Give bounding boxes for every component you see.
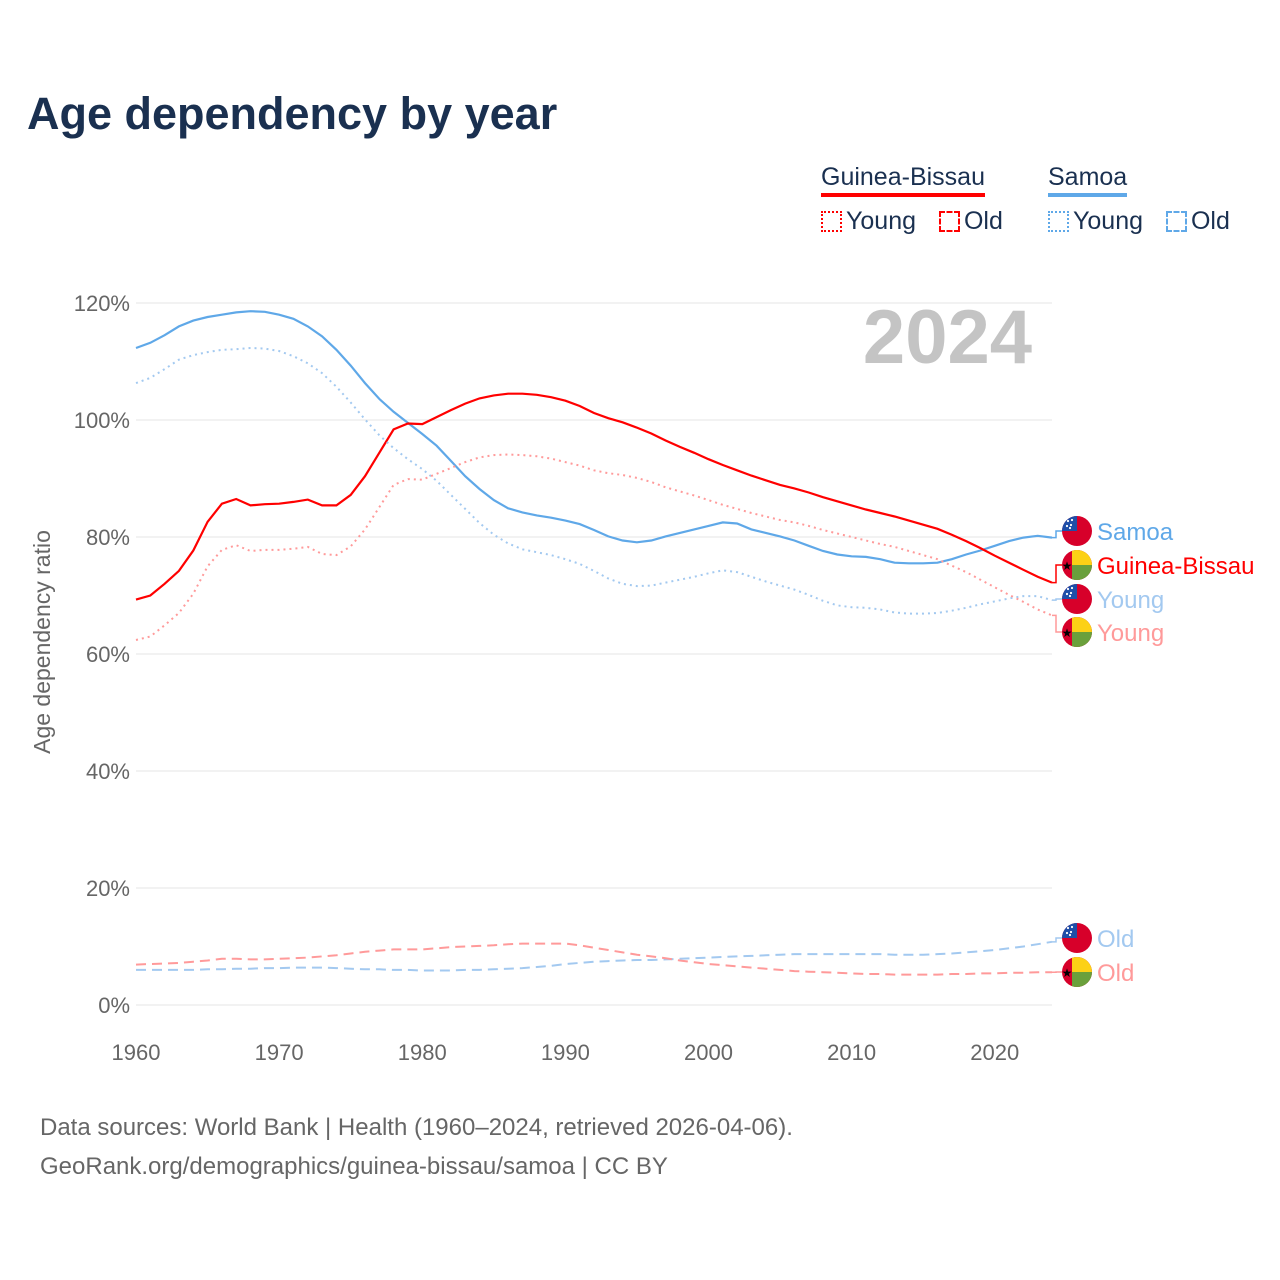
y-tick-label: 100% xyxy=(74,408,130,433)
legend-guinea-bissau: Guinea-Bissau Young Old xyxy=(821,163,1019,239)
guinea-bissau-flag-icon: ★ xyxy=(1062,550,1092,580)
legend-item-samoa-old[interactable]: Old xyxy=(1165,207,1230,236)
end-label-guinea-bissau-old: Old xyxy=(1097,960,1134,987)
svg-text:★: ★ xyxy=(1062,966,1073,980)
legend-label: Old xyxy=(963,207,1003,235)
label-connector xyxy=(1052,614,1062,633)
chart-title: Age dependency by year xyxy=(27,88,558,139)
y-tick-label: 60% xyxy=(86,642,130,667)
dashed-swatch-icon xyxy=(1165,211,1187,232)
x-tick-label: 1990 xyxy=(541,1040,590,1065)
end-label-samoa-young: Young xyxy=(1097,587,1164,614)
end-label-guinea-bissau: Guinea-Bissau xyxy=(1097,553,1254,580)
samoa-flag-icon xyxy=(1062,923,1092,953)
y-tick-label: 120% xyxy=(74,291,130,316)
legend-item-guinea-bissau-young[interactable]: Young xyxy=(821,207,916,236)
x-tick-label: 2010 xyxy=(827,1040,876,1065)
series-line-samoa-young[interactable] xyxy=(135,346,1053,615)
x-tick-label: 1970 xyxy=(255,1040,304,1065)
dashed-swatch-icon xyxy=(938,211,960,232)
legend-label: Young xyxy=(846,207,916,235)
samoa-flag-icon xyxy=(1062,584,1092,614)
series-line-guinea-bissau-old[interactable] xyxy=(135,942,1052,976)
y-tick-label: 0% xyxy=(98,993,130,1018)
x-tick-label: 1960 xyxy=(112,1040,161,1065)
year-watermark: 2024 xyxy=(863,295,1032,380)
legend-label: Young xyxy=(1073,207,1143,235)
dotted-swatch-icon xyxy=(821,211,842,232)
dotted-swatch-icon xyxy=(1048,211,1069,232)
label-connector xyxy=(1052,937,1062,943)
x-tick-label: 1980 xyxy=(398,1040,447,1065)
series-line-guinea-bissau-young[interactable] xyxy=(135,453,1053,641)
source-line-1: Data sources: World Bank | Health (1960–… xyxy=(40,1114,793,1141)
y-tick-label: 40% xyxy=(86,759,130,784)
legend-country-samoa[interactable]: Samoa xyxy=(1048,163,1128,197)
legend-item-samoa-young[interactable]: Young xyxy=(1048,207,1143,236)
source-note: Data sources: World Bank | Health (1960–… xyxy=(40,1108,793,1186)
series-line-guinea-bissau[interactable] xyxy=(135,392,1053,601)
svg-text:★: ★ xyxy=(1062,559,1073,573)
y-tick-label: 80% xyxy=(86,525,130,550)
label-connector xyxy=(1052,564,1062,584)
y-axis-label: Age dependency ratio xyxy=(29,530,55,754)
source-line-2[interactable]: GeoRank.org/demographics/guinea-bissau/s… xyxy=(40,1153,668,1180)
legend-country-guinea-bissau[interactable]: Guinea-Bissau xyxy=(821,163,985,197)
series-line-samoa-old[interactable] xyxy=(136,940,1053,972)
label-connector xyxy=(1052,530,1062,539)
svg-text:★: ★ xyxy=(1062,626,1073,640)
label-connector xyxy=(1052,598,1062,601)
samoa-flag-icon xyxy=(1062,516,1092,546)
legend-samoa: Samoa Young Old xyxy=(1048,163,1230,239)
guinea-bissau-flag-icon: ★ xyxy=(1062,617,1092,647)
guinea-bissau-flag-icon: ★ xyxy=(1062,957,1092,987)
legend-label: Old xyxy=(1190,207,1230,235)
x-tick-label: 2000 xyxy=(684,1040,733,1065)
legend-item-guinea-bissau-old[interactable]: Old xyxy=(938,207,1003,236)
series-line-samoa[interactable] xyxy=(135,310,1053,565)
y-tick-label: 20% xyxy=(86,876,130,901)
end-label-guinea-bissau-young: Young xyxy=(1097,620,1164,647)
end-label-samoa: Samoa xyxy=(1097,519,1174,546)
x-tick-label: 2020 xyxy=(970,1040,1019,1065)
end-label-samoa-old: Old xyxy=(1097,926,1134,953)
